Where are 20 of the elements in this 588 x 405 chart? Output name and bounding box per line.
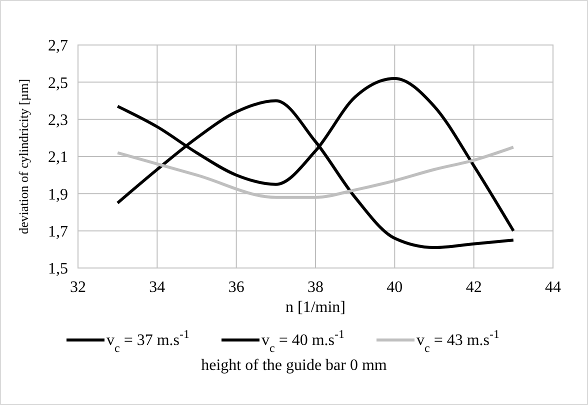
legend-label: v$_{c}$ = 37 m.s$^{-1}$: [106, 327, 190, 355]
y-axis-title: deviation of cylindricity [µm]: [16, 78, 31, 234]
x-tick-label: 36: [228, 279, 244, 296]
x-tick-label: 40: [386, 279, 403, 296]
y-tick-label: 2,5: [48, 74, 68, 92]
x-tick-label: 42: [466, 279, 482, 296]
x-tick-label: 38: [308, 279, 324, 296]
x-tick-label: 44: [545, 279, 561, 296]
y-tick-label: 2,1: [48, 149, 68, 166]
legend-label: v$_{c}$ = 43 m.s$^{-1}$: [416, 327, 500, 355]
y-tick-label: 1,7: [48, 223, 68, 240]
y-tick-label: 1,9: [48, 186, 68, 204]
y-tick-label: 2,7: [48, 38, 68, 55]
y-tick-label: 1,5: [48, 260, 68, 278]
x-tick-label: 34: [149, 279, 166, 296]
x-tick-label: 32: [70, 279, 86, 296]
y-tick-label: 2,3: [48, 112, 68, 129]
legend-label: v$_{c}$ = 40 m.s$^{-1}$: [262, 327, 345, 355]
text: height of the guide bar 0 mm: [201, 357, 388, 374]
x-axis-title: n [1/min]: [286, 299, 346, 316]
